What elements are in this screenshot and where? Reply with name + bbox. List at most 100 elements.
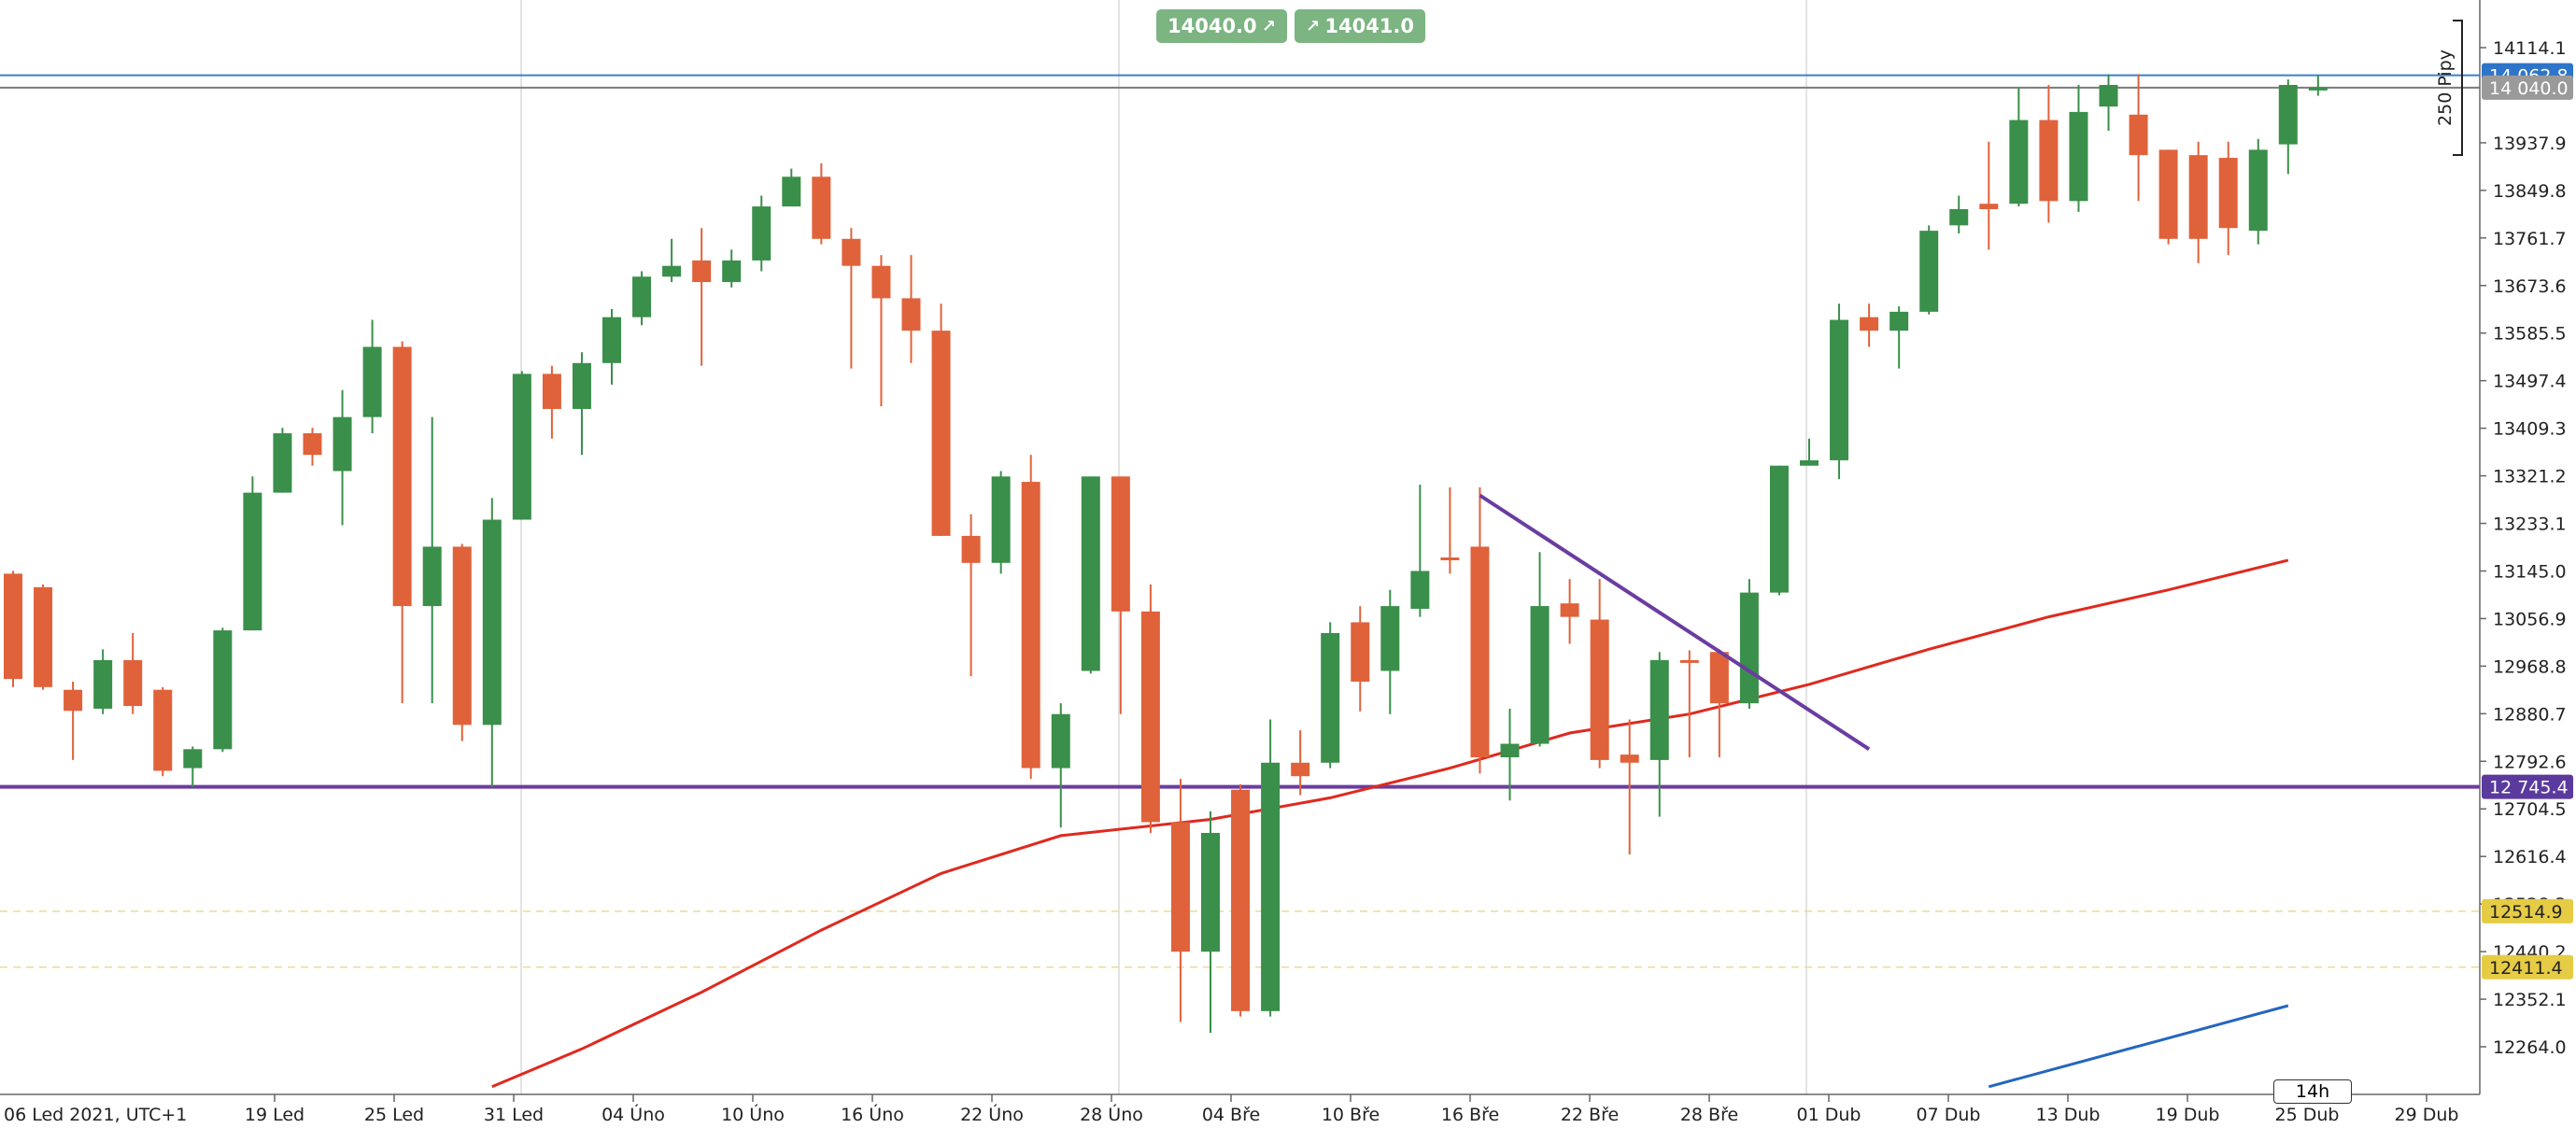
time-tick-label: 06 Led 2021, UTC+1 [4,1105,187,1125]
candle-body [1470,546,1490,758]
candle-body [1560,603,1579,617]
candle-body [2308,87,2328,91]
candle-body [931,331,951,536]
candle [2069,84,2088,212]
price-tick-label: 12352.1 [2493,990,2567,1010]
candle-body [901,298,921,331]
buy-arrow-icon: ↗ [1306,16,1321,36]
candle [2278,79,2298,175]
candle-body [333,416,352,472]
time-tick-label: 01 Dub [1797,1105,1861,1125]
price-badge-label: 12 745.4 [2489,778,2569,798]
price-badge-bg [2482,75,2573,100]
sma-blue-line [1988,1004,2289,1089]
candle [303,428,322,466]
candle [1380,589,1400,714]
candle-body [213,630,233,750]
trendline[interactable] [1479,493,1871,752]
candle [572,352,591,456]
price-tick-label: 13761.7 [2493,229,2567,249]
candle [392,341,412,704]
candle-body [1321,632,1340,763]
candle [1949,195,1969,234]
candle-body [1830,319,1849,460]
candle-body [1590,619,1609,760]
candle [1021,455,1040,780]
buy-price: 14041.0 [1324,15,1414,37]
candle-body [4,573,22,680]
buy-button[interactable]: ↗ 14041.0 [1295,9,1425,43]
candle-body [303,432,322,456]
candle-body [991,476,1011,563]
sell-price: 14040.0 [1168,15,1257,37]
candle [722,249,742,288]
candle-body [1979,204,1999,209]
candle [1410,484,1430,617]
candle [1440,486,1460,574]
pips-label: 250 Pipy [2435,49,2456,126]
candle [1140,584,1160,833]
price-tick-label: 13409.3 [2493,419,2567,440]
candle-body [1140,611,1160,823]
candle-body [871,265,891,299]
candle [1800,438,1819,466]
price-badge: 12 745.4 [2482,774,2573,799]
time-tick-label: 22 Úno [960,1103,1024,1125]
price-tick-label: 12968.8 [2493,656,2567,677]
price-tick-label: 13673.6 [2493,276,2567,297]
candle-body [961,535,981,563]
candle [1649,652,1669,817]
candle [1231,783,1251,1017]
candle-body [64,689,83,712]
candle [2188,141,2208,263]
candle [602,308,621,385]
candle-body [1919,231,1939,312]
candle-body [1410,571,1430,609]
candle [871,255,891,407]
candle [1081,476,1100,674]
time-tick-label: 25 Dub [2275,1105,2340,1125]
trendline-group[interactable] [1479,493,1871,752]
price-badge-label: 12514.9 [2489,902,2563,923]
candle-body [1769,465,1789,593]
candle-body [1170,822,1190,952]
candle [1620,719,1639,855]
candle-body [1261,762,1281,1011]
candle-body [542,374,561,409]
candle [512,371,531,520]
candle [991,471,1011,574]
sell-button[interactable]: 14040.0 ↗ [1156,9,1287,43]
candle-body [2188,155,2208,239]
candle-body [482,519,502,726]
time-axis[interactable]: 06 Led 2021, UTC+1 19 Led 25 Led 31 Led 04 Ú… [0,1093,2480,1125]
candle [1590,579,1609,768]
candle [1560,579,1579,644]
price-tick-label: 12616.4 [2493,847,2567,867]
candle [2308,76,2328,96]
candle-body [1890,311,1909,331]
price-axis[interactable]: 14114.1 13937.9 13849.8 13761.7 13673.6 13585… [2479,0,2567,1094]
price-badge-bg [2482,774,2573,799]
candle [123,632,143,714]
price-badge: 14 040.0 [2482,75,2573,100]
candle [1261,719,1281,1017]
time-tick-label: 04 Bře [1202,1105,1260,1125]
candle [452,543,472,741]
candle [542,365,561,439]
time-tick-label: 28 Bře [1680,1105,1738,1125]
timeframe-marker[interactable]: 14h [2273,1079,2352,1104]
candle-body [1709,652,1729,704]
candle-body [1500,743,1520,758]
candle [931,303,951,536]
price-badge: 12411.4 [2482,954,2573,980]
time-tick-label: 25 Led [364,1105,424,1125]
candle-body [1021,482,1040,768]
sell-arrow-icon: ↗ [1261,16,1276,36]
time-tick-label: 10 Bře [1322,1105,1380,1125]
candle-body [392,346,412,607]
candle [1830,303,1849,480]
candle-body [2099,84,2118,107]
candle [482,498,502,787]
